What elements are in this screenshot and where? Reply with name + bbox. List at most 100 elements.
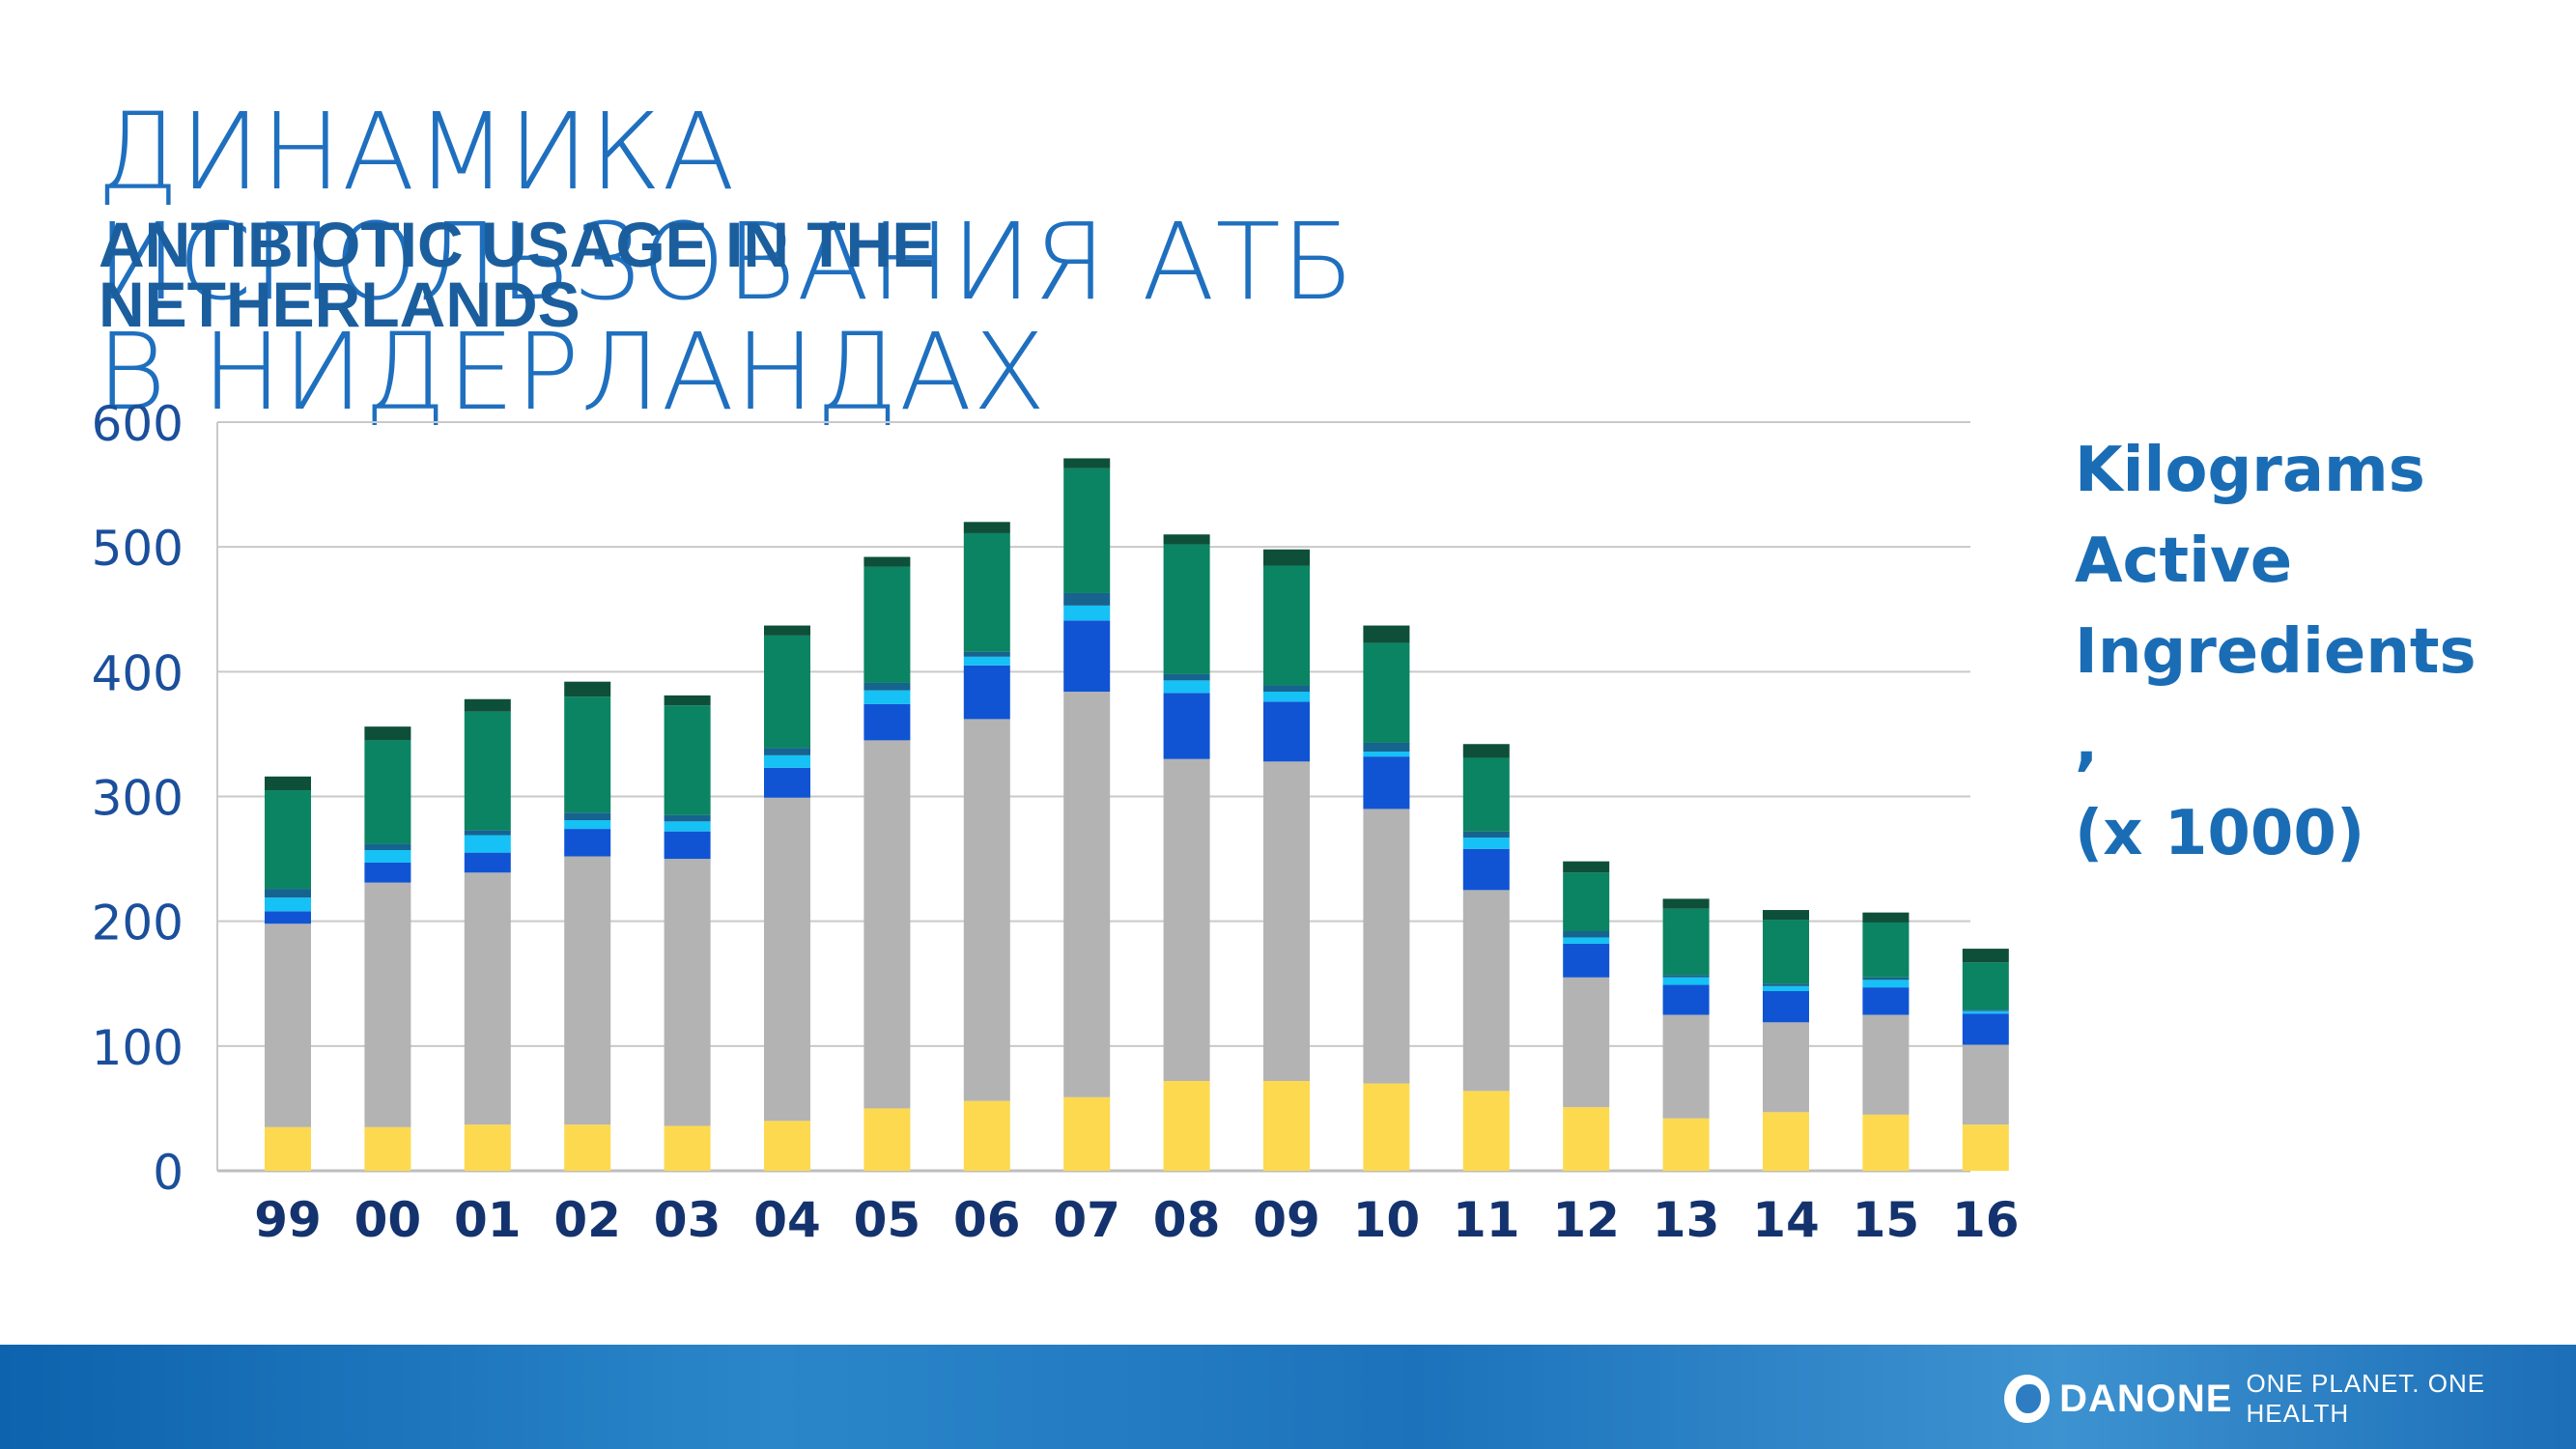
bar-segment-02-0 <box>564 1124 611 1171</box>
bar-segment-05-2 <box>863 703 911 741</box>
bar-segment-05-3 <box>863 690 911 704</box>
bar-segment-11-6 <box>1462 744 1510 758</box>
bar-segment-06-3 <box>963 656 1010 666</box>
bar-segment-13-2 <box>1662 984 1710 1015</box>
slide-title-russian: ДИНАМИКА ИСПОЛЬЗОВАНИЯ АТБ В НИДЕРЛАНДАХ <box>97 90 1356 434</box>
bar-segment-10-3 <box>1363 752 1410 757</box>
x-tick-label: 03 <box>654 1192 722 1248</box>
bar-segment-09-0 <box>1263 1081 1310 1171</box>
y-tick-label: 400 <box>92 645 184 701</box>
bar-segment-13-6 <box>1662 898 1710 909</box>
bar-segment-10-1 <box>1363 809 1410 1084</box>
bar-segment-03-5 <box>664 705 711 815</box>
bar-segment-12-5 <box>1563 872 1610 931</box>
bar-segment-06-4 <box>963 651 1010 657</box>
bar-segment-13-3 <box>1662 977 1710 985</box>
bar-segment-00-6 <box>364 726 411 741</box>
bar-segment-04-4 <box>764 748 810 755</box>
bar-segment-00-0 <box>364 1126 411 1171</box>
bar-segment-16-3 <box>1962 1010 2009 1014</box>
bar-segment-13-1 <box>1662 1014 1710 1119</box>
bar-segment-13-0 <box>1662 1118 1710 1171</box>
x-tick-label: 08 <box>1153 1192 1221 1248</box>
x-tick-label: 15 <box>1853 1192 1920 1248</box>
bar-segment-07-0 <box>1063 1096 1111 1171</box>
x-tick-label: 01 <box>454 1192 522 1248</box>
bar-segment-09-4 <box>1263 685 1310 692</box>
bar-segment-14-6 <box>1763 910 1809 921</box>
x-tick-label: 07 <box>1053 1192 1120 1248</box>
bar-segment-11-5 <box>1462 757 1510 832</box>
bar-segment-15-1 <box>1862 1014 1910 1115</box>
bar-segment-12-0 <box>1563 1107 1610 1171</box>
y-tick-label: 200 <box>92 895 184 952</box>
bar-segment-12-6 <box>1563 861 1610 873</box>
x-tick-label: 11 <box>1453 1192 1520 1248</box>
bar-segment-05-6 <box>863 556 911 567</box>
y-tick-label: 600 <box>92 396 184 452</box>
x-tick-label: 14 <box>1752 1192 1820 1248</box>
bar-segment-06-0 <box>963 1100 1010 1171</box>
bar-segment-12-4 <box>1563 931 1610 938</box>
bar-segment-01-4 <box>464 830 511 836</box>
bar-segment-16-5 <box>1962 962 2009 1010</box>
bar-segment-03-1 <box>664 859 711 1126</box>
bar-segment-04-2 <box>764 767 810 798</box>
bar-segment-04-5 <box>764 635 810 749</box>
x-tick-label: 00 <box>354 1192 422 1248</box>
bar-segment-15-0 <box>1862 1114 1910 1171</box>
bar-segment-08-6 <box>1163 534 1210 545</box>
bar-segment-06-5 <box>963 532 1010 652</box>
bar-segment-09-1 <box>1263 761 1310 1081</box>
bar-segment-11-1 <box>1462 890 1510 1092</box>
brand-logo-group: DANONE ONE PLANET. ONE HEALTH <box>2004 1369 2576 1428</box>
bar-segment-99-2 <box>265 911 311 924</box>
bar-segment-01-0 <box>464 1124 511 1171</box>
bar-segment-99-5 <box>265 790 311 890</box>
brand-tagline: ONE PLANET. ONE HEALTH <box>2246 1369 2486 1428</box>
bar-segment-05-5 <box>863 566 911 683</box>
bar-segment-02-1 <box>564 856 611 1125</box>
bar-segment-05-0 <box>863 1108 911 1171</box>
bar-segment-00-5 <box>364 740 411 844</box>
footer-banner <box>0 1345 2576 1449</box>
bar-segment-03-2 <box>664 831 711 860</box>
bar-segment-02-4 <box>564 812 611 821</box>
bar-segment-12-3 <box>1563 937 1610 944</box>
bar-segment-09-5 <box>1263 565 1310 686</box>
bar-segment-10-0 <box>1363 1083 1410 1171</box>
bar-segment-15-6 <box>1862 912 1910 923</box>
bar-segment-16-2 <box>1962 1013 2009 1045</box>
bar-segment-99-6 <box>265 776 311 791</box>
x-tick-label: 05 <box>854 1192 921 1248</box>
bar-segment-04-1 <box>764 797 810 1122</box>
bar-segment-07-2 <box>1063 620 1111 692</box>
bar-segment-10-4 <box>1363 742 1410 752</box>
bar-segment-03-6 <box>664 695 711 706</box>
bar-segment-05-1 <box>863 740 911 1109</box>
bar-segment-10-2 <box>1363 756 1410 810</box>
bar-segment-01-1 <box>464 872 511 1125</box>
bar-segment-00-2 <box>364 862 411 883</box>
brand-name: DANONE <box>2059 1377 2233 1420</box>
bar-segment-08-3 <box>1163 680 1210 694</box>
bar-segment-01-2 <box>464 852 511 873</box>
bar-segment-99-4 <box>265 889 311 898</box>
bar-segment-13-4 <box>1662 975 1710 978</box>
bar-segment-12-2 <box>1563 943 1610 978</box>
bar-segment-01-5 <box>464 711 511 831</box>
bar-segment-09-6 <box>1263 549 1310 566</box>
bar-segment-99-1 <box>265 923 311 1127</box>
stacked-bar-chart: 0 100 200 300 400 500 600 99 00 01 02 03 04 05 06 07 08 0… <box>92 396 2020 1248</box>
bar-segment-03-3 <box>664 821 711 832</box>
bar-segment-16-0 <box>1962 1124 2009 1171</box>
bar-segment-15-4 <box>1862 977 1910 980</box>
bar-segment-09-3 <box>1263 692 1310 702</box>
bar-segment-10-5 <box>1363 642 1410 743</box>
danone-globe-icon <box>2004 1375 2051 1423</box>
x-tick-label: 99 <box>254 1192 322 1248</box>
bar-segment-04-6 <box>764 625 810 636</box>
x-tick-label: 06 <box>953 1192 1021 1248</box>
bar-segment-07-5 <box>1063 468 1111 593</box>
y-tick-label: 100 <box>92 1020 184 1076</box>
